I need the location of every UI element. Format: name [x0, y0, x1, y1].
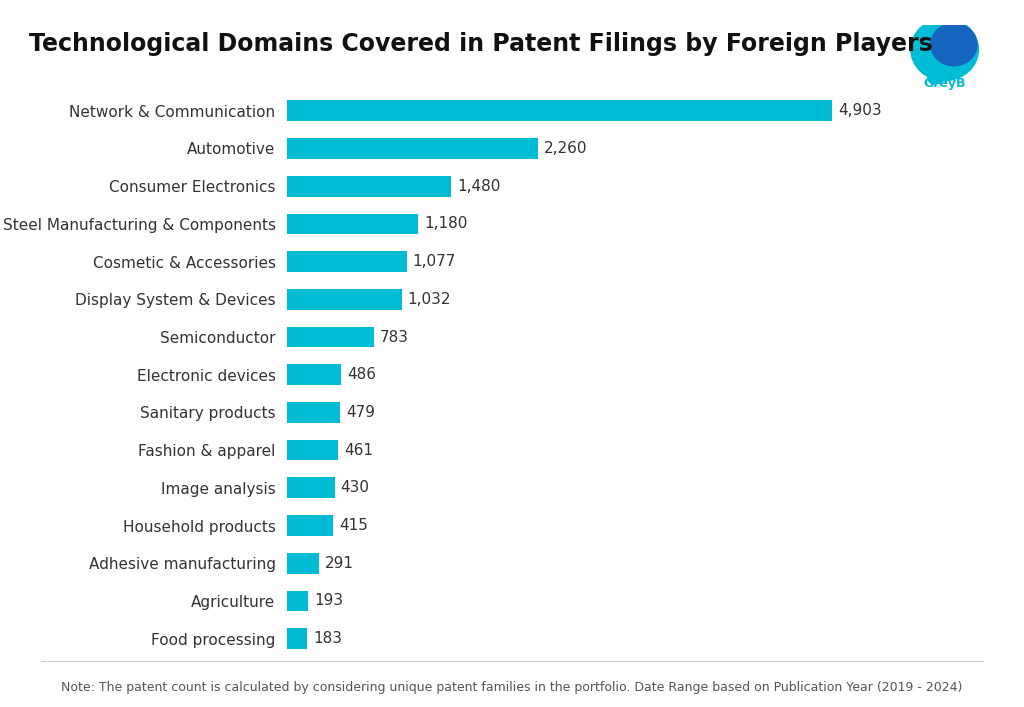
Text: 415: 415: [339, 518, 368, 533]
Text: 183: 183: [313, 631, 342, 646]
Text: 479: 479: [346, 405, 375, 420]
Text: 193: 193: [314, 593, 343, 609]
Bar: [287, 440, 338, 460]
Text: 430: 430: [341, 480, 370, 496]
Text: 1,180: 1,180: [424, 216, 468, 231]
Bar: [287, 590, 308, 612]
Bar: [287, 138, 539, 159]
Text: 291: 291: [326, 556, 354, 571]
Bar: [287, 364, 341, 385]
Text: 4,903: 4,903: [839, 103, 882, 118]
Bar: [287, 251, 407, 272]
Bar: [287, 477, 335, 498]
Text: 486: 486: [347, 367, 376, 382]
Bar: [287, 402, 340, 423]
Text: 461: 461: [344, 443, 373, 457]
Bar: [287, 100, 833, 121]
Text: 783: 783: [380, 329, 409, 344]
Bar: [287, 176, 452, 197]
Text: 1,032: 1,032: [408, 292, 452, 307]
Circle shape: [928, 70, 943, 84]
Circle shape: [931, 23, 977, 66]
Text: 1,077: 1,077: [413, 254, 456, 269]
Text: 2,260: 2,260: [545, 141, 588, 156]
Text: 1,480: 1,480: [458, 179, 501, 194]
Circle shape: [911, 18, 979, 81]
Text: Note: The patent count is calculated by considering unique patent families in th: Note: The patent count is calculated by …: [61, 682, 963, 694]
Bar: [287, 289, 401, 310]
Bar: [287, 515, 333, 536]
Bar: [287, 629, 307, 649]
Bar: [287, 553, 319, 573]
Text: Technological Domains Covered in Patent Filings by Foreign Players: Technological Domains Covered in Patent …: [30, 32, 933, 56]
Bar: [287, 327, 374, 347]
Bar: [287, 214, 418, 234]
Text: GreyB: GreyB: [924, 77, 966, 90]
